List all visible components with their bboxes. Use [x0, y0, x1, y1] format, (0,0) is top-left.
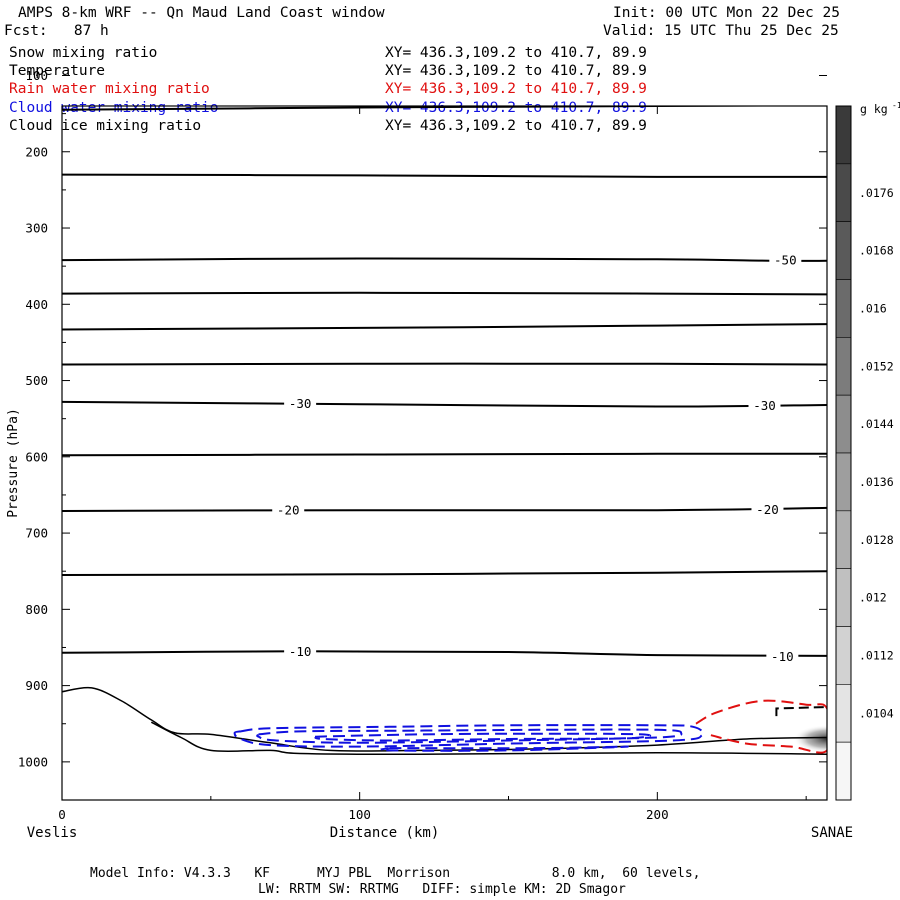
model-info: Model Info: V4.3.3 KF MYJ PBL Morrison 8…	[90, 866, 701, 881]
field-name: Temperature	[9, 63, 106, 80]
colorbar-unit: g kg	[860, 102, 888, 116]
temperature-isotherm	[62, 400, 827, 408]
y-axis-label: Pressure (hPa)	[6, 408, 21, 518]
temperature-isotherm	[62, 506, 827, 512]
y-tick-label: 600	[25, 449, 48, 464]
colorbar-tick-label: .0176	[859, 186, 894, 200]
colorbar-tick-label: .016	[859, 301, 887, 315]
colorbar-tick-label: .0128	[859, 533, 894, 547]
field-name: Snow mixing ratio	[9, 45, 158, 61]
y-tick-label: 100	[25, 68, 48, 83]
colorbar-level	[835, 684, 852, 743]
field-name: Cloud water mixing ratio	[9, 99, 219, 116]
isotherm-label: -20	[277, 503, 300, 518]
isotherm-label-bg	[748, 398, 781, 413]
isotherm-label-bg	[272, 503, 305, 518]
y-tick-label: 800	[25, 602, 48, 617]
terrain-line	[62, 686, 827, 752]
cloud-ice-contour	[775, 706, 827, 717]
isotherm-label-bg	[284, 644, 317, 659]
y-tick-label: 700	[25, 526, 48, 541]
terrain-line	[150, 721, 827, 756]
colorbar-frame	[835, 105, 852, 801]
forecast-hour: Fcst: 87 h	[4, 23, 109, 39]
temperature-isotherm	[62, 173, 827, 179]
isotherm-label-bg	[751, 502, 784, 517]
colorbar-tick-label: .0136	[859, 475, 894, 489]
cloud-water-contour	[233, 724, 705, 748]
plot-frame	[61, 105, 828, 801]
colorbar-level	[835, 105, 852, 165]
colorbar-level	[835, 626, 852, 685]
isotherm-label: -30	[753, 398, 776, 413]
field-xy: XY= 436.3,109.2 to 410.7, 89.9	[385, 117, 647, 134]
isotherm-label-bg	[769, 253, 802, 268]
model-info-physics: LW: RRTM SW: RRTMG DIFF: simple KM: 2D S…	[258, 882, 626, 897]
temperature-isotherm	[62, 362, 827, 366]
valid-time: Valid: 15 UTC Thu 25 Dec 25	[603, 23, 839, 39]
shaded-region	[793, 724, 827, 753]
colorbar-level	[835, 279, 852, 338]
temperature-isotherm	[62, 106, 827, 111]
colorbar-tick-label: .0168	[859, 244, 894, 258]
x-endpoint-right: SANAE	[811, 825, 853, 841]
cloud-water-contour	[314, 732, 652, 742]
isotherm-label: -10	[289, 644, 312, 659]
colorbar-tick-label: .0152	[859, 359, 894, 373]
chart-title: AMPS 8-km WRF -- Qn Maud Land Coast wind…	[18, 5, 385, 21]
colorbar-level	[835, 163, 852, 222]
y-tick-label: 1000	[18, 754, 48, 769]
colorbar-level	[835, 510, 852, 569]
temperature-isotherm	[62, 452, 827, 457]
temperature-isotherm	[62, 291, 827, 296]
field-xy: XY= 436.3,109.2 to 410.7, 89.9	[385, 45, 647, 61]
isotherm-label: -50	[774, 253, 797, 268]
field-name: Cloud ice mixing ratio	[9, 117, 202, 134]
colorbar-level	[835, 741, 852, 801]
x-tick-label: 200	[646, 807, 669, 822]
colorbar-tick-label: .0144	[859, 417, 894, 431]
ice-shading	[793, 724, 827, 753]
colorbar-level	[835, 452, 852, 512]
field-name: Rain water mixing ratio	[9, 81, 210, 98]
colorbar-level	[835, 394, 852, 454]
isotherm-label: -10	[771, 649, 794, 664]
x-endpoint-left: Veslis	[27, 825, 78, 841]
colorbar-tick-label: .0112	[859, 648, 894, 662]
field-xy: XY= 436.3,109.2 to 410.7, 89.9	[385, 63, 647, 80]
y-tick-label: 900	[25, 678, 48, 693]
temperature-isotherm	[62, 323, 827, 331]
isotherm-label: -30	[289, 396, 312, 411]
init-time: Init: 00 UTC Mon 22 Dec 25	[613, 5, 840, 21]
x-axis-label: Distance (km)	[330, 825, 440, 841]
isotherm-label-bg	[766, 649, 799, 664]
temperature-isotherm	[62, 570, 827, 576]
y-tick-label: 300	[25, 221, 48, 236]
isotherm-label-bg	[284, 396, 317, 411]
x-tick-label: 0	[58, 807, 66, 822]
y-tick-label: 500	[25, 373, 48, 388]
colorbar-level	[835, 221, 852, 280]
field-xy: XY= 436.3,109.2 to 410.7, 89.9	[385, 81, 647, 98]
temperature-isotherm	[62, 257, 827, 262]
x-tick-label: 100	[348, 807, 371, 822]
isotherm-label: -20	[756, 502, 779, 517]
colorbar-tick-label: .0104	[859, 706, 894, 720]
colorbar-tick-label: .012	[859, 591, 887, 605]
y-tick-label: 400	[25, 297, 48, 312]
plot-lines	[62, 106, 827, 756]
y-tick-label: 200	[25, 144, 48, 159]
cloud-water-contour	[379, 745, 629, 752]
temperature-isotherm	[62, 650, 827, 657]
colorbar-level	[835, 568, 852, 627]
colorbar-unit-exponent: -1	[892, 101, 900, 110]
colorbar-level	[835, 337, 852, 396]
